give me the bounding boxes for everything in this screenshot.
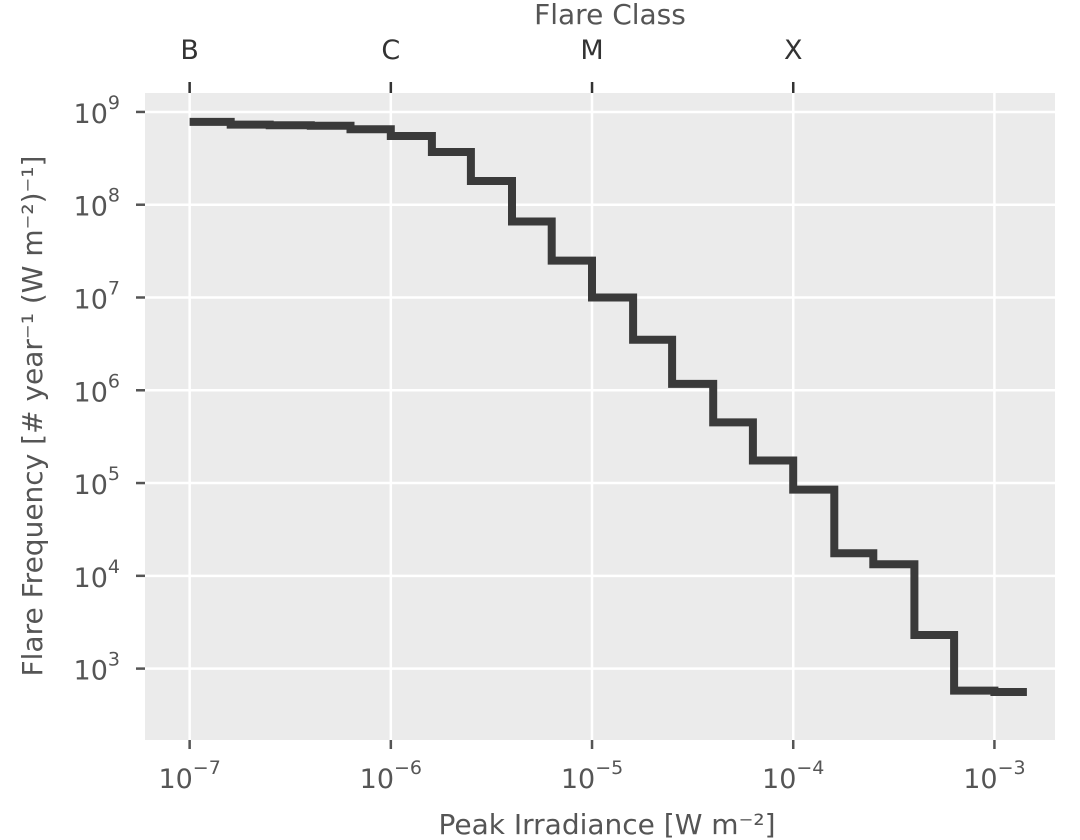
x-tick-label: 10−4 (762, 757, 824, 795)
series-group (189, 117, 1027, 696)
x-tick-label: 10−3 (963, 757, 1025, 795)
plot-background (145, 93, 1055, 740)
grid (145, 93, 1055, 740)
class-tick-label: M (580, 35, 603, 66)
top-axis-title: Flare Class (534, 0, 686, 31)
y-tick-label: 109 (74, 92, 120, 130)
x-axis-title: Peak Irradiance [W m⁻²] (438, 808, 775, 840)
x-axis-ticks: 10−7 10−6 10−5 10−4 10−3 (158, 740, 1026, 795)
class-tick-label: C (381, 35, 400, 66)
series-line (189, 117, 1027, 696)
x-tick-label: 10−6 (360, 757, 422, 795)
x-tick-label: 10−7 (158, 757, 220, 795)
class-tick-label: B (180, 35, 199, 66)
y-tick-label: 105 (74, 463, 120, 501)
y-tick-label: 107 (74, 277, 120, 315)
y-tick-label: 106 (74, 370, 120, 408)
y-axis-ticks: 109 108 107 106 105 104 103 (74, 92, 145, 687)
y-axis-title: Flare Frequency [# year⁻¹ (W m⁻²)⁻¹] (16, 156, 49, 677)
y-tick-label: 104 (74, 556, 120, 594)
x-tick-label: 10−5 (561, 757, 623, 795)
y-tick-label: 103 (74, 649, 120, 687)
class-tick-label: X (784, 35, 803, 66)
y-tick-label: 108 (74, 185, 120, 223)
